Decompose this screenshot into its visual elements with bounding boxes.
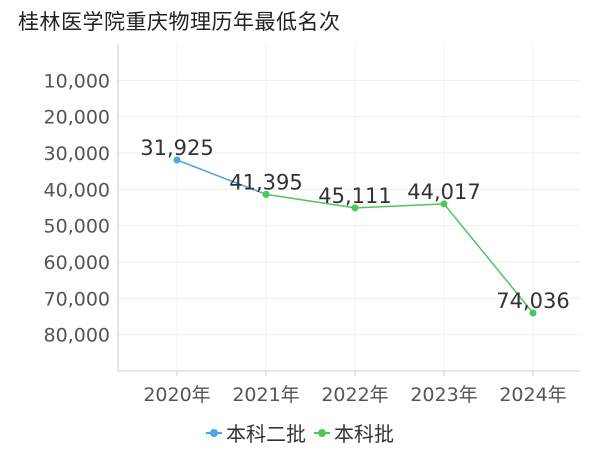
data-labels: 31,925 41,395 45,111 44,017 74,036 (140, 136, 569, 313)
y-tick-label: 40,000 (44, 179, 110, 201)
legend-swatch-icon (314, 427, 330, 439)
y-tick-label: 30,000 (44, 143, 110, 165)
series-line (265, 193, 534, 314)
data-label: 45,111 (318, 184, 391, 208)
data-point[interactable] (262, 190, 270, 198)
legend-item[interactable]: 本科批 (314, 418, 394, 447)
x-tick-label: 2024年 (499, 384, 566, 406)
data-point[interactable] (173, 156, 181, 164)
data-point[interactable] (440, 200, 448, 208)
legend-swatch-icon (206, 427, 222, 439)
chart-title: 桂林医学院重庆物理历年最低名次 (18, 10, 341, 34)
data-label: 74,036 (496, 289, 569, 313)
series-line (176, 159, 267, 196)
axes: 10,000 20,000 30,000 40,000 50,000 60,000 70,0… (44, 44, 580, 406)
series (173, 156, 537, 317)
data-label: 31,925 (140, 136, 213, 160)
x-tick-label: 2022年 (321, 384, 388, 406)
y-tick-label: 20,000 (44, 107, 110, 129)
y-tick-label: 10,000 (44, 70, 110, 92)
y-tick-label: 50,000 (44, 216, 110, 238)
x-tick-label: 2020年 (143, 384, 210, 406)
x-tick-label: 2021年 (232, 384, 299, 406)
legend-label: 本科批 (334, 422, 394, 446)
y-tick-label: 60,000 (44, 252, 110, 274)
legend: 本科二批 本科批 (0, 418, 600, 447)
data-point[interactable] (351, 204, 359, 212)
data-point[interactable] (529, 309, 537, 317)
y-tick-label: 70,000 (44, 288, 110, 310)
data-label: 44,017 (407, 180, 480, 204)
y-tick-label: 80,000 (44, 325, 110, 347)
x-tick-label: 2023年 (410, 384, 477, 406)
legend-item[interactable]: 本科二批 (206, 418, 306, 447)
data-label: 41,395 (229, 170, 302, 194)
legend-label: 本科二批 (226, 422, 306, 446)
